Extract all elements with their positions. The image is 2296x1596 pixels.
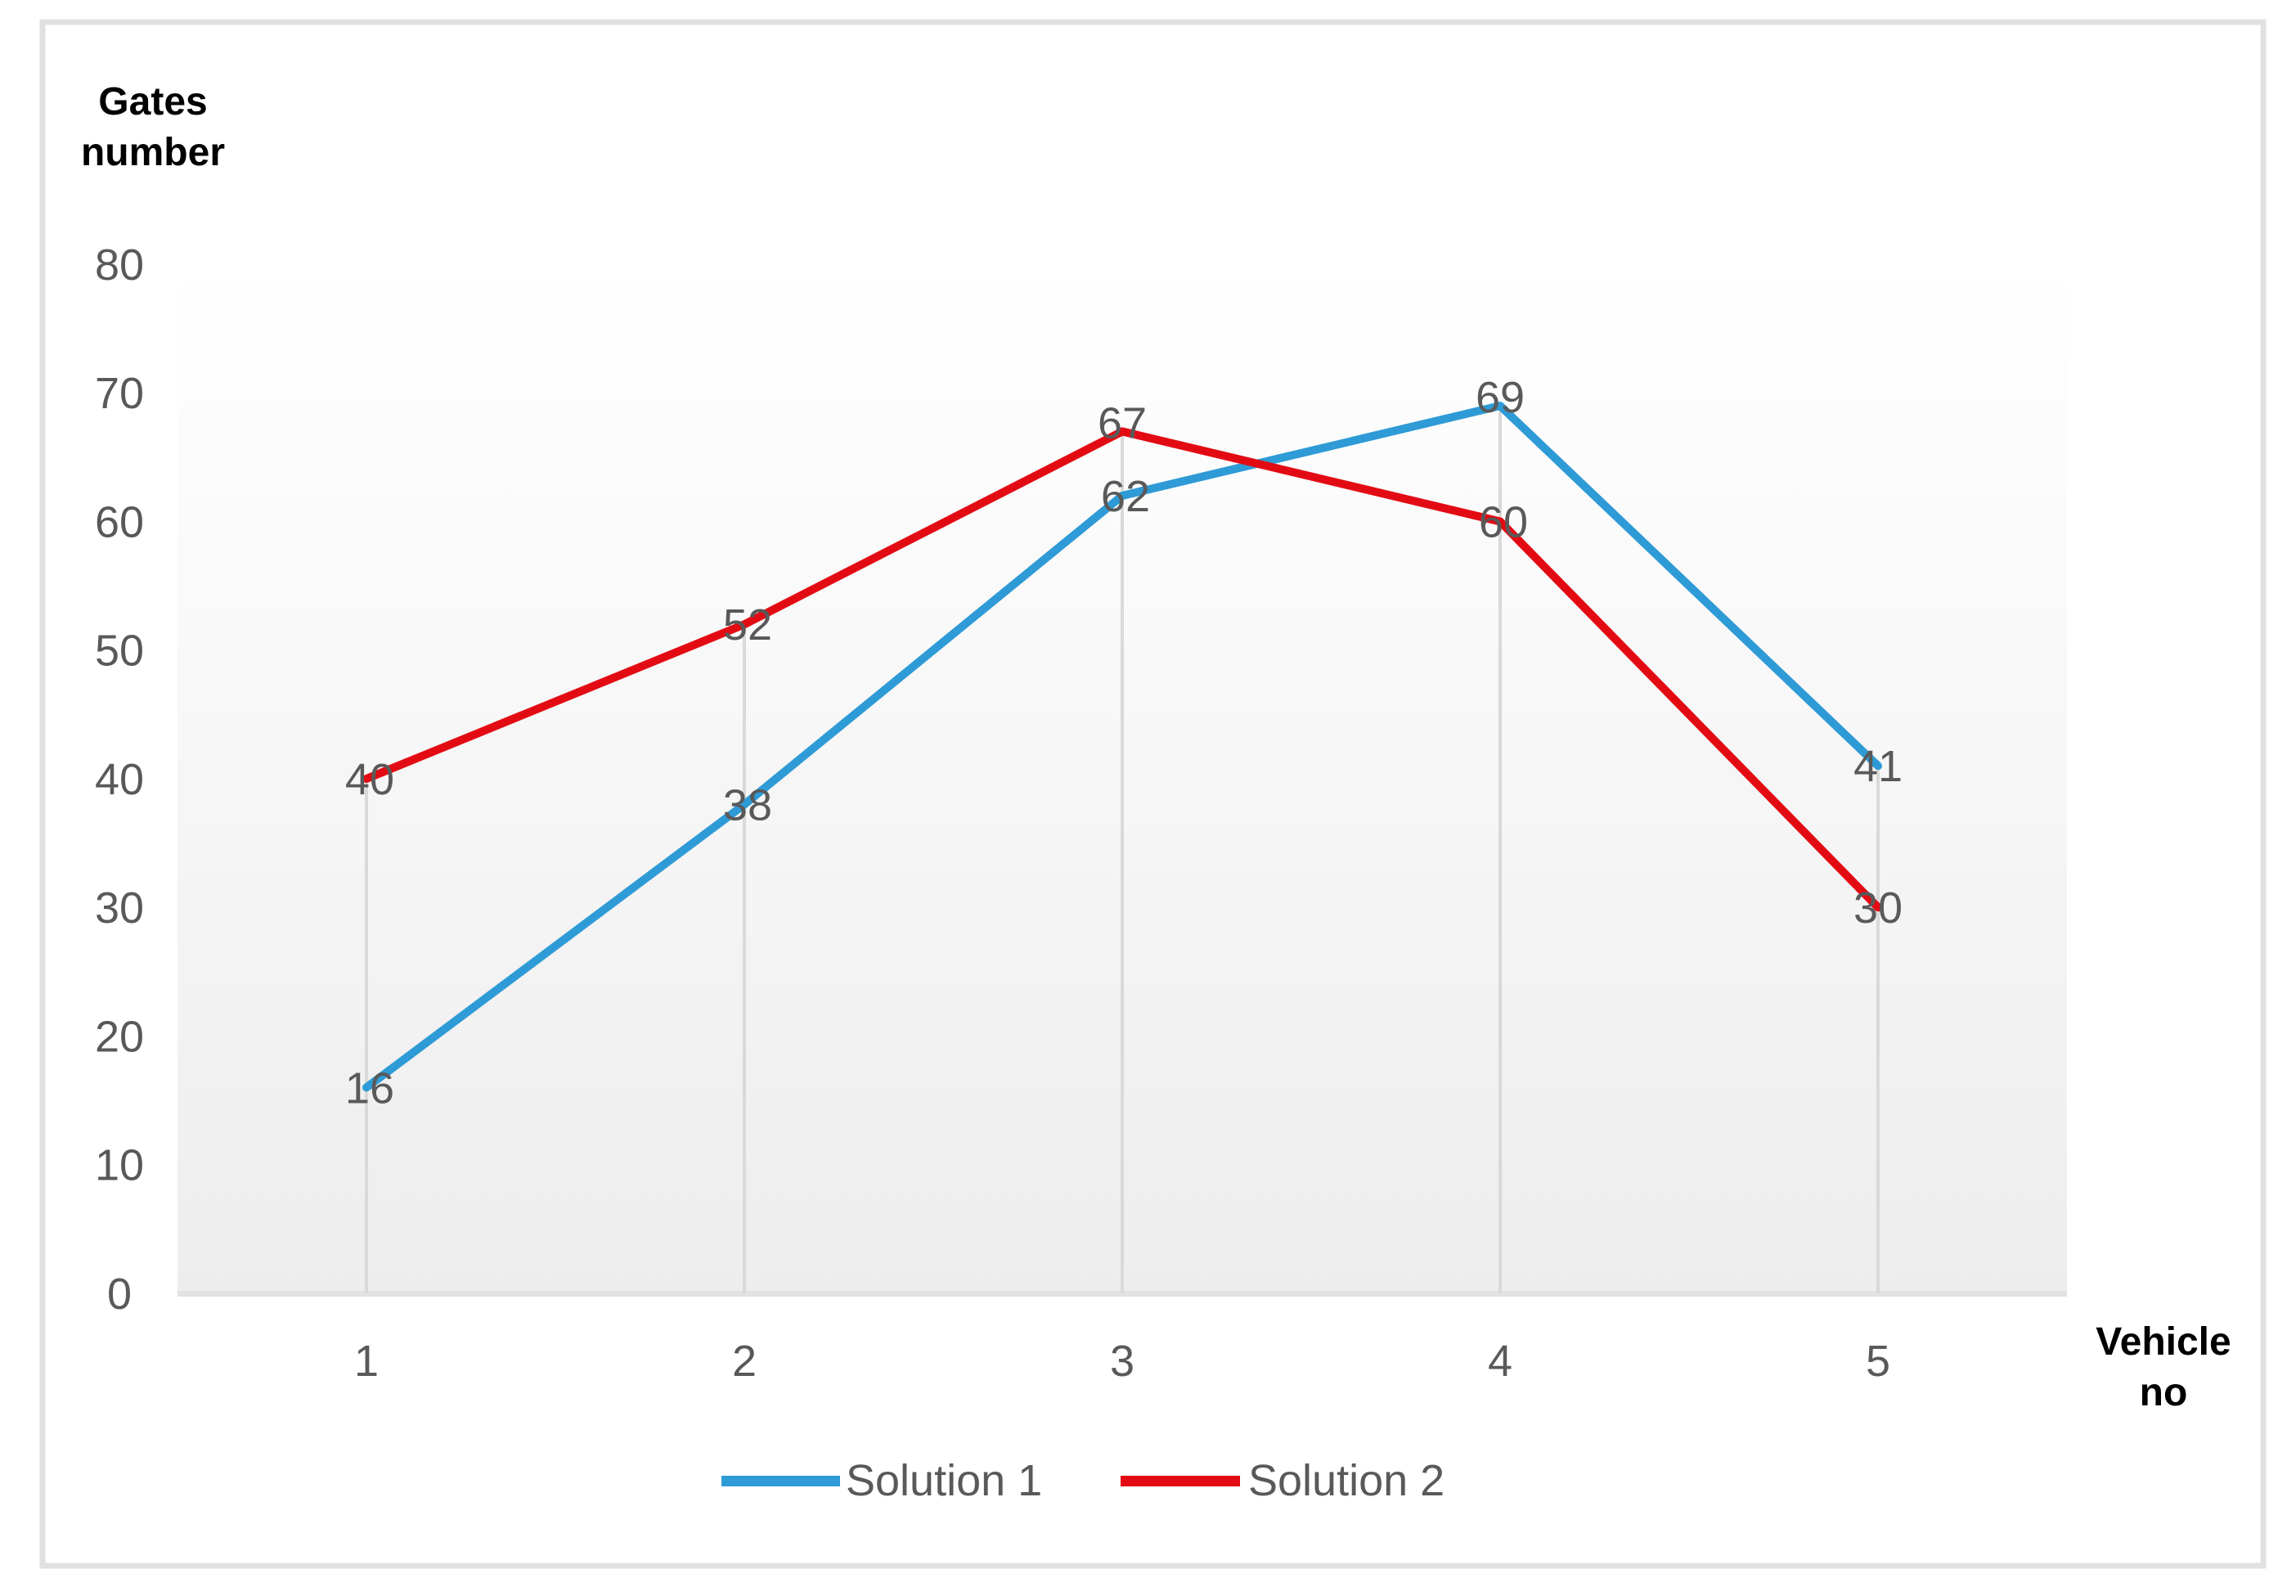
data-label-solution-1: 41 xyxy=(1853,742,1903,791)
chart-frame xyxy=(39,19,2267,1569)
y-tick-label: 20 xyxy=(95,1012,144,1061)
legend-item-solution-2: Solution 2 xyxy=(1121,1456,1445,1505)
data-label-solution-2: 60 xyxy=(1479,497,1528,546)
y-axis-title: Gates number xyxy=(81,80,225,174)
data-label-solution-1: 69 xyxy=(1476,373,1525,422)
data-label-solution-2: 40 xyxy=(345,755,394,804)
legend: Solution 1 Solution 2 xyxy=(721,1456,1445,1505)
x-tick-label: 2 xyxy=(732,1337,757,1386)
x-axis-line xyxy=(177,1291,2067,1297)
legend-swatch-solution-1 xyxy=(721,1476,840,1486)
y-axis-title-line1: Gates xyxy=(98,80,207,124)
x-tick-label: 5 xyxy=(1866,1337,1890,1386)
legend-label-solution-2: Solution 2 xyxy=(1248,1456,1445,1505)
y-tick-label: 30 xyxy=(95,883,144,933)
y-axis-title-line2: number xyxy=(81,131,225,174)
y-tick-label: 80 xyxy=(95,241,144,290)
y-tick-label: 40 xyxy=(95,755,144,804)
y-axis-tick-labels: 0 10 20 30 40 50 60 70 80 xyxy=(95,241,144,1319)
x-axis-title-line1: Vehicle xyxy=(2096,1320,2231,1364)
data-label-solution-2: 30 xyxy=(1853,883,1903,933)
data-label-solution-1: 62 xyxy=(1101,472,1150,521)
y-tick-label: 10 xyxy=(95,1141,144,1190)
series-line-solution-2 xyxy=(362,427,1882,912)
data-label-solution-2: 67 xyxy=(1098,398,1147,447)
x-axis-tick-labels: 1 2 3 4 5 xyxy=(354,1337,1890,1386)
data-label-solution-2: 52 xyxy=(723,600,772,650)
data-labels: 16 38 62 69 41 40 52 67 60 30 xyxy=(345,373,1903,1113)
data-label-solution-1: 16 xyxy=(345,1063,394,1113)
y-tick-label: 60 xyxy=(95,497,144,546)
legend-label-solution-1: Solution 1 xyxy=(846,1456,1042,1505)
x-tick-label: 3 xyxy=(1110,1337,1135,1386)
data-label-solution-1: 38 xyxy=(723,780,772,829)
x-tick-label: 1 xyxy=(354,1337,379,1386)
x-tick-label: 4 xyxy=(1488,1337,1512,1386)
x-axis-title: Vehicle no xyxy=(2096,1320,2231,1414)
y-tick-label: 0 xyxy=(107,1270,132,1319)
x-axis-title-line2: no xyxy=(2140,1371,2188,1414)
y-tick-label: 50 xyxy=(95,627,144,676)
series-line-solution-1 xyxy=(362,402,1882,1092)
series-lines xyxy=(362,402,1882,1092)
y-tick-label: 70 xyxy=(95,369,144,418)
drop-lines xyxy=(365,406,1880,1293)
legend-item-solution-1: Solution 1 xyxy=(721,1456,1042,1505)
legend-swatch-solution-2 xyxy=(1121,1476,1240,1486)
